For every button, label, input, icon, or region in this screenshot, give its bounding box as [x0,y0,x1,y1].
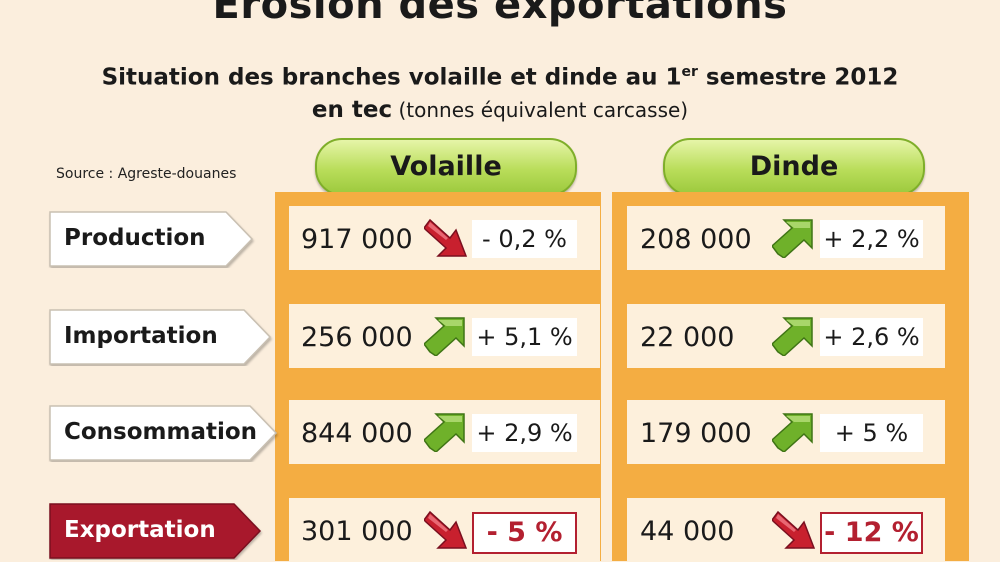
value-dinde: 22 000 [640,318,734,358]
trend-up-arrow-icon [424,316,470,356]
value-dinde: 179 000 [640,414,752,454]
value-dinde: 44 000 [640,512,734,552]
row-label-consommation: Consommation [48,404,280,460]
source-note: Source : Agreste-douanes [56,166,236,182]
row-label-text: Consommation [48,404,257,460]
change-dinde: - 12 % [820,512,923,554]
change-dinde: + 2,6 % [820,318,923,356]
value-volaille: 844 000 [301,414,413,454]
subtitle: Situation des branches volaille et dinde… [0,56,1000,126]
row-label-exportation: Exportation [48,502,264,558]
page-title: Erosion des exportations [0,0,1000,28]
subtitle-line1-sup: er [682,64,698,80]
trend-down-arrow-icon [424,510,470,550]
subtitle-line1-pre: Situation des branches volaille et dinde… [102,65,682,91]
value-volaille: 301 000 [301,512,413,552]
subtitle-line2-light: (tonnes équivalent carcasse) [392,98,688,122]
row-label-text: Exportation [48,502,216,558]
change-volaille: + 2,9 % [472,414,577,452]
subtitle-line2-bold: en tec [312,97,392,123]
change-volaille: - 0,2 % [472,220,577,258]
change-dinde: + 2,2 % [820,220,923,258]
row-label-importation: Importation [48,308,274,364]
change-volaille: + 5,1 % [472,318,577,356]
subtitle-line-2: en tec (tonnes équivalent carcasse) [0,94,1000,126]
trend-up-arrow-icon [772,316,818,356]
row-label-text: Production [48,210,206,266]
subtitle-line-1: Situation des branches volaille et dinde… [0,56,1000,94]
column-header-dinde: Dinde [663,138,925,196]
value-volaille: 256 000 [301,318,413,358]
value-volaille: 917 000 [301,220,413,260]
change-dinde: + 5 % [820,414,923,452]
column-header-volaille: Volaille [315,138,577,196]
trend-down-arrow-icon [772,510,818,550]
row-label-text: Importation [48,308,218,364]
row-label-production: Production [48,210,256,266]
value-dinde: 208 000 [640,220,752,260]
change-volaille: - 5 % [472,512,577,554]
trend-up-arrow-icon [772,218,818,258]
trend-up-arrow-icon [424,412,470,452]
trend-up-arrow-icon [772,412,818,452]
trend-down-arrow-icon [424,218,470,258]
subtitle-line1-post: semestre 2012 [698,65,899,91]
